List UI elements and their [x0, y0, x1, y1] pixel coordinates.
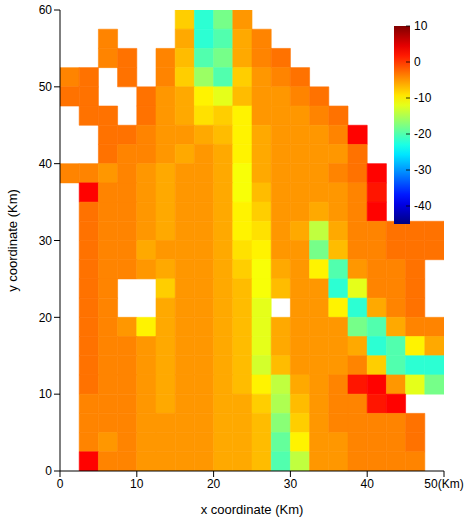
svg-text:30: 30 [284, 477, 298, 491]
svg-text:0: 0 [414, 55, 421, 69]
svg-text:0: 0 [45, 464, 52, 478]
svg-text:-10: -10 [414, 91, 432, 105]
svg-text:40: 40 [361, 477, 375, 491]
svg-text:10: 10 [414, 19, 428, 33]
svg-text:-20: -20 [414, 127, 432, 141]
svg-text:10: 10 [39, 387, 53, 401]
svg-text:60: 60 [39, 3, 53, 17]
svg-text:x coordinate (Km): x coordinate (Km) [201, 502, 304, 517]
svg-text:y coordinate (Km): y coordinate (Km) [5, 189, 20, 292]
svg-text:10: 10 [130, 477, 144, 491]
svg-text:50(Km): 50(Km) [424, 477, 463, 491]
svg-text:-40: -40 [414, 199, 432, 213]
svg-text:30: 30 [39, 234, 53, 248]
svg-text:20: 20 [39, 311, 53, 325]
svg-text:-30: -30 [414, 163, 432, 177]
svg-text:40: 40 [39, 157, 53, 171]
svg-text:0: 0 [57, 477, 64, 491]
svg-text:50: 50 [39, 80, 53, 94]
svg-text:20: 20 [207, 477, 221, 491]
